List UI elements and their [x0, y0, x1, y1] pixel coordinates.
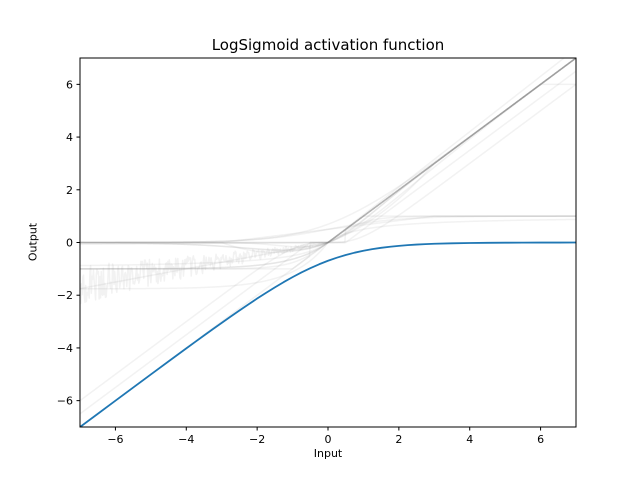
curve-softsign — [80, 218, 576, 267]
curve-hardtanh — [80, 215, 576, 270]
y-tick-label: 4 — [66, 131, 73, 144]
chart-title: LogSigmoid activation function — [211, 36, 445, 54]
curve-hardsigmoid — [80, 215, 576, 244]
curve-silu — [80, 58, 576, 251]
curve-softplus — [80, 58, 576, 244]
curve-sigmoid — [80, 215, 576, 244]
x-tick-label: −6 — [107, 433, 123, 446]
curve-elu — [80, 58, 576, 270]
y-tick-label: 2 — [66, 184, 73, 197]
curve-rrelu — [80, 58, 576, 305]
y-tick-label: 0 — [66, 237, 73, 250]
curve-prelu — [80, 58, 576, 290]
y-tick-label: 6 — [66, 78, 73, 91]
x-tick-label: 4 — [466, 433, 473, 446]
curve-relu — [80, 58, 576, 244]
curve-relu6 — [80, 83, 576, 244]
x-tick-label: −2 — [249, 433, 265, 446]
x-tick-label: 2 — [395, 433, 402, 446]
curve-selu — [80, 58, 566, 290]
curve-leaky_relu — [80, 58, 576, 246]
curve-mish — [80, 58, 576, 252]
curve-tanh — [80, 215, 576, 270]
y-tick-label: −6 — [57, 395, 73, 408]
x-tick-label: 6 — [537, 433, 544, 446]
curve-logsigmoid — [80, 241, 576, 427]
y-tick-label: −2 — [57, 289, 73, 302]
curve-softshrink — [80, 70, 576, 415]
x-tick-label: 0 — [325, 433, 332, 446]
curve-celu — [80, 58, 576, 270]
x-tick-label: −4 — [178, 433, 194, 446]
curve-hardswish — [80, 58, 576, 254]
curve-gelu — [80, 58, 576, 248]
curve-tanhshrink — [80, 83, 576, 402]
y-tick-label: −4 — [57, 342, 73, 355]
x-axis-label: Input — [313, 447, 343, 460]
